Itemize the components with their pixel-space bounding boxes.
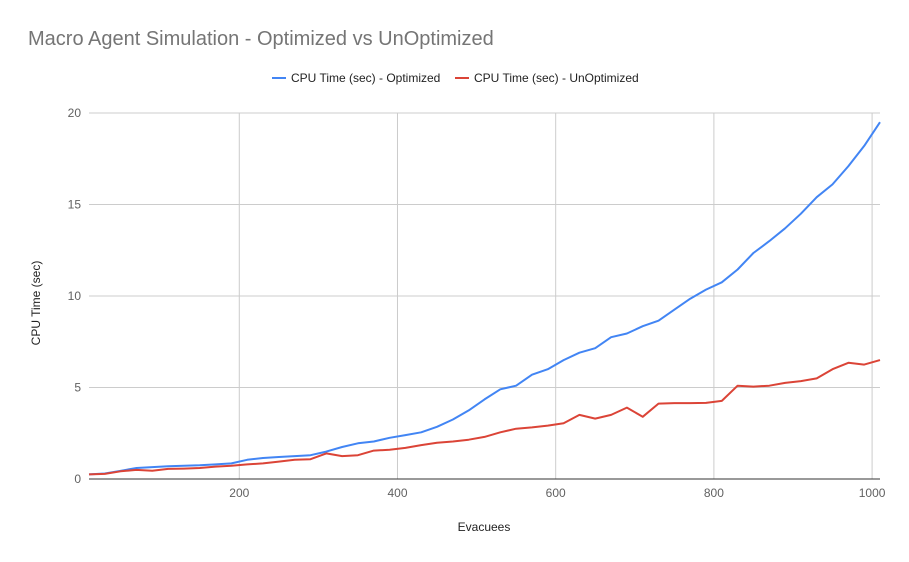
legend-item-0[interactable]: CPU Time (sec) - Optimized <box>272 71 440 85</box>
x-tick-label: 1000 <box>859 486 886 500</box>
x-tick-label: 400 <box>387 486 407 500</box>
legend-label: CPU Time (sec) - Optimized <box>291 71 440 85</box>
legend-item-1[interactable]: CPU Time (sec) - UnOptimized <box>455 71 639 85</box>
series-line-0 <box>88 121 881 476</box>
y-tick-label: 20 <box>68 106 82 120</box>
x-axis-title: Evacuees <box>458 520 511 534</box>
legend-label: CPU Time (sec) - UnOptimized <box>474 71 639 85</box>
x-tick-label: 800 <box>704 486 724 500</box>
x-tick-label: 600 <box>546 486 566 500</box>
y-axis-title: CPU Time (sec) <box>29 261 43 346</box>
tick-layer: 0 5 10 15 20 200 400 600 800 1000 <box>68 106 886 500</box>
grid-layer <box>89 112 880 480</box>
series-layer <box>88 121 881 476</box>
chart-title: Macro Agent Simulation - Optimized vs Un… <box>28 28 494 50</box>
y-tick-label: 5 <box>74 381 81 395</box>
legend[interactable]: CPU Time (sec) - Optimized CPU Time (sec)… <box>272 71 639 85</box>
y-tick-label: 0 <box>74 472 81 486</box>
series-line-1 <box>88 359 881 476</box>
y-tick-label: 15 <box>68 198 82 212</box>
x-tick-label: 200 <box>229 486 249 500</box>
y-tick-label: 10 <box>68 289 82 303</box>
